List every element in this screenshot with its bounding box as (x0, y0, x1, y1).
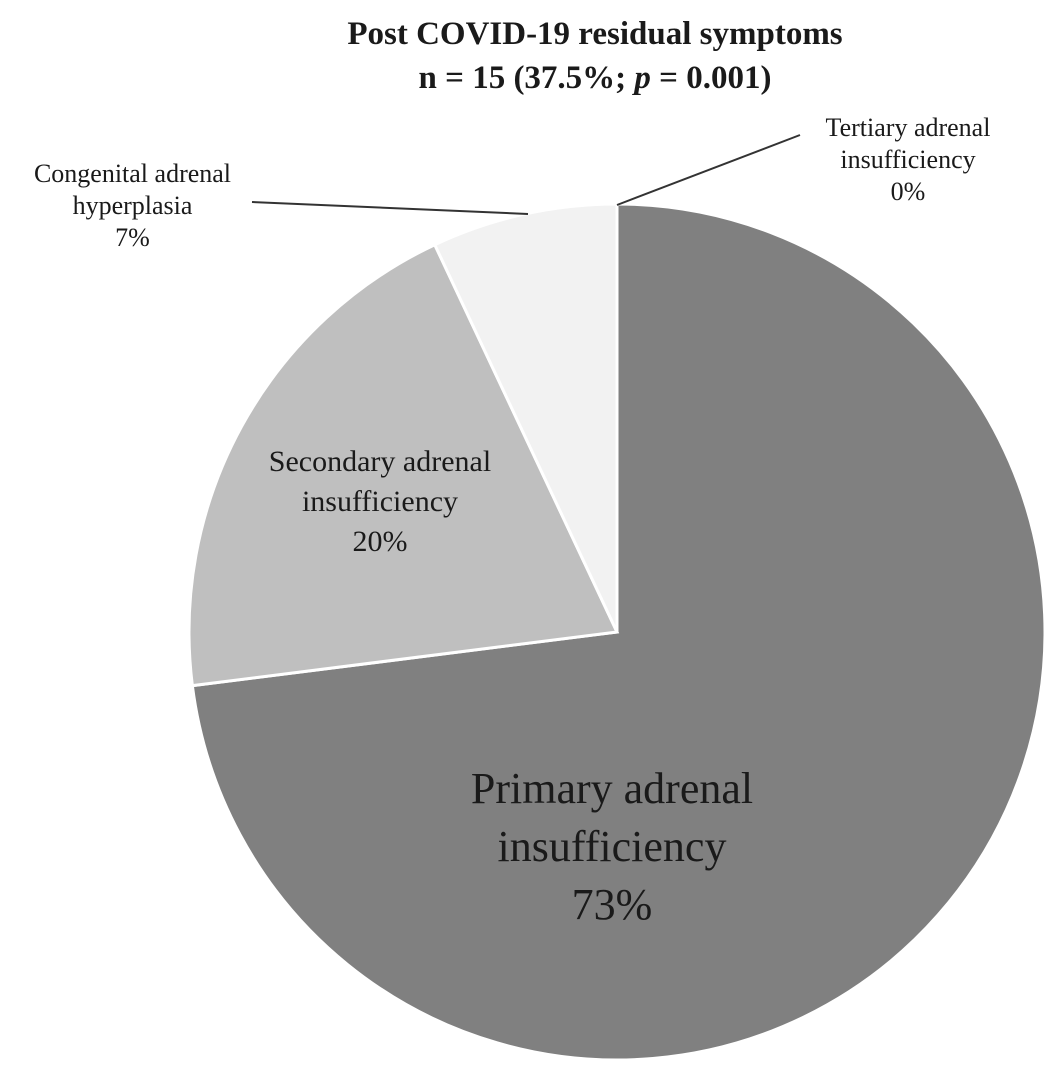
slice-label-tertiary: Tertiary adrenal insufficiency 0% (825, 113, 991, 206)
slice-label-secondary: Secondary adrenal insufficiency 20% (268, 445, 492, 558)
slice-label-primary: Primary adrenal insufficiency 73% (470, 764, 754, 929)
chart-subtitle: n = 15 (37.5%; p = 0.001) (418, 60, 772, 96)
pie-slice-primary (190, 202, 1047, 1062)
chart-title: Post COVID-19 residual symptoms (347, 16, 843, 52)
leader-lines (251, 134, 801, 215)
leader-line-tertiary (616, 134, 801, 206)
pie-slice-secondary (187, 242, 620, 688)
leader-line-congenital (251, 201, 529, 215)
pie-slices (187, 202, 1047, 1062)
slice-label-congenital: Congenital adrenal hyperplasia 7% (33, 159, 232, 252)
